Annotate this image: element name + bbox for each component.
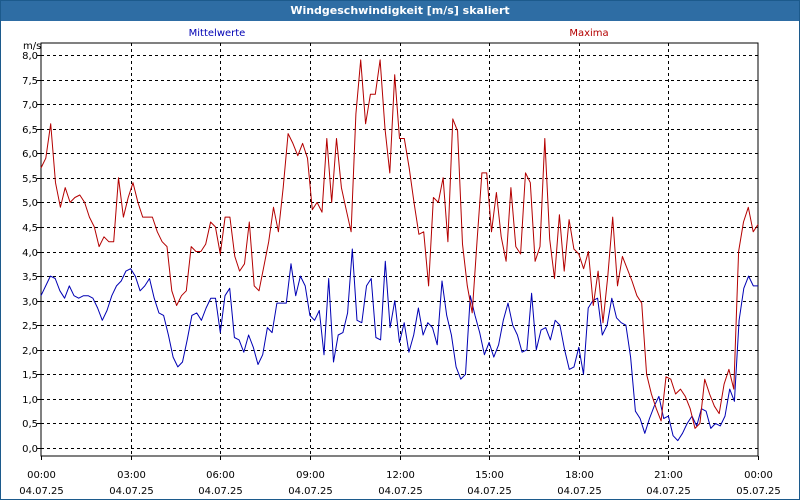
x-tick-time: 06:00	[206, 470, 235, 481]
legend-max: Maxima	[569, 28, 608, 39]
y-tick-label: 3,0	[22, 297, 38, 308]
x-tick-time: 00:00	[744, 470, 773, 481]
x-tick-date: 04.07.25	[198, 486, 243, 497]
x-tick-time: 00:00	[27, 470, 56, 481]
plot-frame	[40, 42, 759, 457]
x-tick-time: 03:00	[117, 470, 146, 481]
x-tick-date: 04.07.25	[467, 486, 512, 497]
y-tick-label: 0,5	[22, 419, 38, 430]
x-tick-date: 04.07.25	[109, 486, 154, 497]
x-tick-time: 15:00	[475, 470, 504, 481]
y-axis-label: m/s	[23, 41, 41, 52]
y-tick-label: 4,0	[22, 248, 38, 259]
x-tick-date: 04.07.25	[288, 486, 333, 497]
series-line-mean	[40, 248, 758, 442]
chart-title: Windgeschwindigkeit [m/s] skaliert	[1, 1, 799, 21]
x-tick-date: 04.07.25	[378, 486, 423, 497]
y-tick-label: 5,5	[22, 174, 38, 185]
series-line-max	[40, 59, 759, 429]
y-tick-label: 4,5	[22, 223, 38, 234]
y-tick-label: 8,0	[22, 51, 38, 62]
x-tick-date: 04.07.25	[557, 486, 602, 497]
x-tick-time: 18:00	[565, 470, 594, 481]
x-tick-date: 05.07.25	[736, 486, 781, 497]
y-tick-label: 6,5	[22, 125, 38, 136]
y-tick-label: 2,0	[22, 346, 38, 357]
y-tick-label: 6,0	[22, 149, 38, 160]
x-tick-date: 04.07.25	[646, 486, 691, 497]
y-tick-label: 1,5	[22, 370, 38, 381]
y-tick-label: 7,5	[22, 76, 38, 87]
y-tick-label: 3,5	[22, 272, 38, 283]
y-tick-label: 7,0	[22, 100, 38, 111]
x-tick-time: 12:00	[386, 470, 415, 481]
y-tick-label: 1,0	[22, 395, 38, 406]
y-tick-label: 0,0	[22, 444, 38, 455]
y-tick-label: 2,5	[22, 321, 38, 332]
legend-mean: Mittelwerte	[189, 28, 246, 39]
x-tick-date: 04.07.25	[19, 486, 64, 497]
y-tick-label: 5,0	[22, 198, 38, 209]
x-tick-time: 09:00	[296, 470, 325, 481]
x-tick-time: 21:00	[654, 470, 683, 481]
